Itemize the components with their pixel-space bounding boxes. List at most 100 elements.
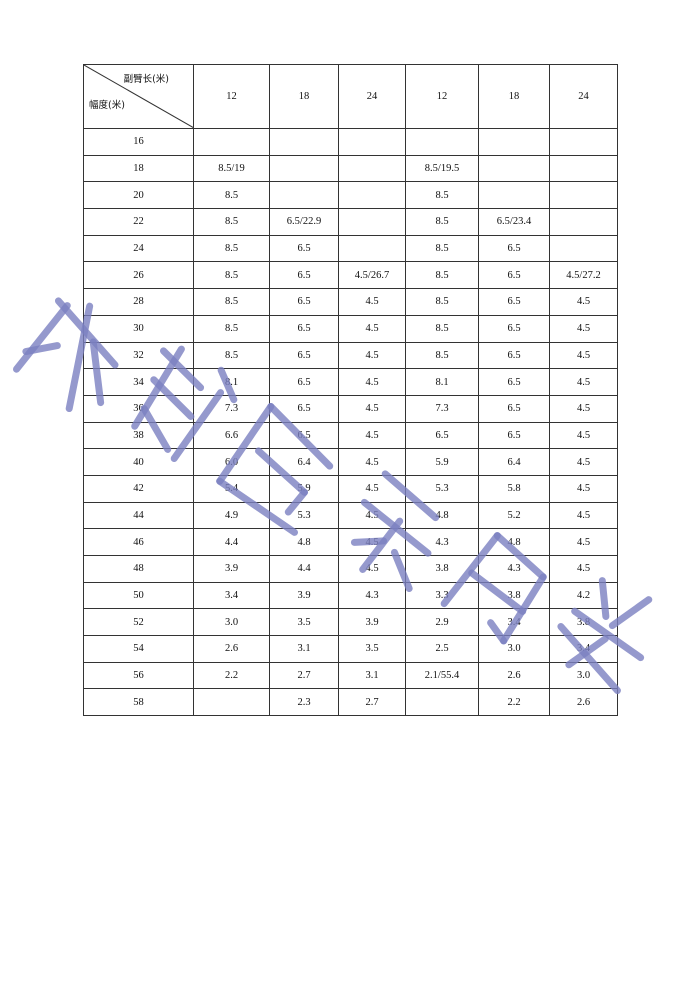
load-cell: 4.8	[269, 528, 339, 556]
radius-cell: 30	[83, 314, 194, 343]
load-cell: 4.5	[549, 501, 618, 530]
load-cell: 8.5	[405, 314, 479, 343]
load-cell: 4.5	[338, 394, 406, 423]
load-cell: 8.5	[193, 181, 270, 210]
table-row: 48 3.9 4.4 4.5 3.8 4.3 4.5	[83, 555, 618, 583]
load-cell: 6.5	[478, 261, 550, 290]
radius-cell: 52	[83, 608, 194, 637]
load-cell: 4.5	[549, 368, 618, 396]
load-cell: 3.3	[405, 581, 479, 610]
load-cell	[269, 181, 339, 210]
load-cell: 4.5	[338, 448, 406, 476]
load-cell	[549, 234, 618, 263]
load-cell	[478, 154, 550, 183]
load-cell: 4.5/26.7	[338, 261, 406, 290]
load-cell: 4.3	[405, 528, 479, 556]
load-cell: 5.4	[193, 474, 270, 503]
load-cell: 3.0	[478, 635, 550, 663]
radius-cell: 42	[83, 474, 194, 503]
radius-cell: 34	[83, 368, 194, 396]
load-cell: 6.5	[269, 234, 339, 263]
load-cell: 8.5/19	[193, 154, 270, 183]
load-cell: 4.5	[549, 528, 618, 556]
load-cell: 4.5	[549, 448, 618, 476]
load-cell: 2.6	[478, 661, 550, 690]
load-cell: 3.4	[193, 581, 270, 610]
table-row: 36 7.3 6.5 4.5 7.3 6.5 4.5	[83, 394, 618, 423]
load-cell	[478, 181, 550, 210]
load-cell: 4.5	[338, 368, 406, 396]
radius-cell: 38	[83, 421, 194, 450]
load-cell: 3.9	[269, 581, 339, 610]
radius-cell: 28	[83, 288, 194, 316]
radius-cell: 44	[83, 501, 194, 530]
load-cell: 3.0	[549, 661, 618, 690]
load-cell	[338, 154, 406, 183]
radius-cell: 22	[83, 208, 194, 236]
radius-cell: 20	[83, 181, 194, 210]
load-cell: 2.5	[405, 635, 479, 663]
boom-length-label: 副臂长(米)	[123, 74, 169, 85]
radius-cell: 32	[83, 341, 194, 370]
table-row: 26 8.5 6.5 4.5/26.7 8.5 6.5 4.5/27.2	[83, 261, 618, 290]
load-cell	[338, 208, 406, 236]
load-cell: 2.6	[549, 688, 618, 717]
table-row: 42 5.4 5.9 4.5 5.3 5.8 4.5	[83, 474, 618, 503]
load-cell: 6.5/23.4	[478, 208, 550, 236]
load-cell: 8.5	[193, 341, 270, 370]
load-cell: 3.9	[193, 555, 270, 583]
load-cell: 2.7	[338, 688, 406, 717]
load-cell: 4.5	[338, 314, 406, 343]
table-row: 34 8.1 6.5 4.5 8.1 6.5 4.5	[83, 368, 618, 396]
load-cell: 4.3	[338, 581, 406, 610]
load-cell	[405, 128, 479, 156]
table-row: 30 8.5 6.5 4.5 8.5 6.5 4.5	[83, 314, 618, 343]
load-cell: 3.8	[478, 581, 550, 610]
radius-cell: 58	[83, 688, 194, 717]
load-cell: 5.9	[269, 474, 339, 503]
load-cell: 6.4	[478, 448, 550, 476]
load-cell: 4.3	[478, 555, 550, 583]
load-cell: 6.5	[269, 394, 339, 423]
load-cell: 4.8	[405, 501, 479, 530]
load-cell: 6.5	[478, 314, 550, 343]
load-cell: 4.9	[193, 501, 270, 530]
load-cell	[193, 688, 270, 717]
load-cell: 3.0	[193, 608, 270, 637]
load-cell	[549, 208, 618, 236]
load-cell: 3.8	[549, 608, 618, 637]
load-cell	[478, 128, 550, 156]
load-cell: 6.5	[478, 234, 550, 263]
table-row: 32 8.5 6.5 4.5 8.5 6.5 4.5	[83, 341, 618, 370]
load-cell: 6.5	[478, 394, 550, 423]
table-row: 40 6.0 6.4 4.5 5.9 6.4 4.5	[83, 448, 618, 476]
load-cell: 3.8	[405, 555, 479, 583]
radius-cell: 36	[83, 394, 194, 423]
load-cell: 4.5	[549, 314, 618, 343]
load-cell: 4.5	[549, 421, 618, 450]
load-cell	[269, 128, 339, 156]
table-row: 24 8.5 6.5 8.5 6.5	[83, 234, 618, 263]
load-cell	[549, 128, 618, 156]
load-cell: 5.3	[405, 474, 479, 503]
radius-cell: 18	[83, 154, 194, 183]
load-cell: 5.8	[478, 474, 550, 503]
load-cell: 5.3	[269, 501, 339, 530]
load-cell: 4.5	[549, 288, 618, 316]
load-cell: 3.4	[549, 635, 618, 663]
load-cell: 4.4	[269, 555, 339, 583]
load-cell: 8.5	[193, 261, 270, 290]
radius-cell: 40	[83, 448, 194, 476]
column-header: 18	[269, 64, 339, 129]
radius-cell: 48	[83, 555, 194, 583]
radius-cell: 24	[83, 234, 194, 263]
load-cell: 6.5	[405, 421, 479, 450]
load-cell: 4.8	[478, 528, 550, 556]
load-cell: 8.1	[405, 368, 479, 396]
load-cell: 6.6	[193, 421, 270, 450]
radius-cell: 16	[83, 128, 194, 156]
load-cell: 4.5	[338, 288, 406, 316]
table-row: 56 2.2 2.7 3.1 2.1/55.4 2.6 3.0	[83, 661, 618, 690]
radius-cell: 26	[83, 261, 194, 290]
load-cell: 4.5	[338, 474, 406, 503]
